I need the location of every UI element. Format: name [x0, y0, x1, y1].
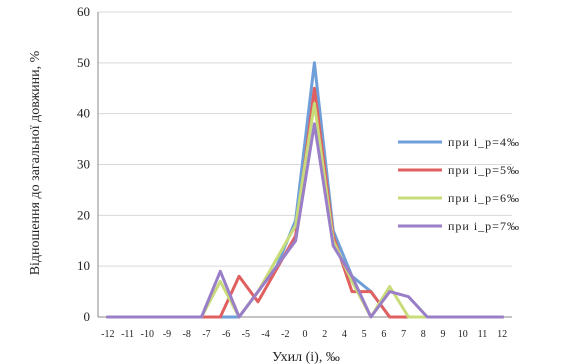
- y-tick-label: 10: [77, 258, 90, 273]
- legend-item-1: при і_р=4‰: [398, 135, 520, 149]
- x-tick-label: 11: [478, 329, 488, 340]
- legend-item-3: при і_р=6‰: [398, 191, 520, 205]
- x-tick-label: 9: [441, 329, 446, 340]
- x-tick-label: 0: [303, 329, 308, 340]
- x-tick-label: 10: [458, 329, 468, 340]
- tick-labels: 0 10 20 30 40 50 60 -12 -11 -10 -9 -8 -7 -6 -5 -4 -2 0 2 4 5…: [77, 4, 507, 340]
- x-tick-label: 12: [497, 329, 507, 340]
- x-tick-label: -2: [281, 329, 289, 340]
- legend-label: при і_р=5‰: [448, 163, 520, 177]
- x-tick-label: -11: [121, 329, 134, 340]
- series-line-4: [105, 122, 505, 319]
- legend-label: при і_р=4‰: [448, 135, 520, 149]
- y-tick-label: 20: [77, 207, 90, 222]
- x-tick-label: -10: [141, 329, 154, 340]
- x-tick-label: 7: [401, 329, 406, 340]
- x-tick-label: -6: [222, 329, 230, 340]
- legend-label: при і_р=7‰: [448, 219, 520, 233]
- y-tick-label: 40: [77, 106, 90, 121]
- x-tick-label: 5: [362, 329, 367, 340]
- x-tick-label: -12: [101, 329, 114, 340]
- series-lines: [105, 61, 505, 319]
- y-tick-label: 0: [84, 309, 91, 324]
- legend-label: при і_р=6‰: [448, 191, 520, 205]
- x-tick-label: -5: [242, 329, 250, 340]
- x-axis-title: Ухил (i), ‰: [272, 350, 340, 364]
- x-tick-label: 4: [342, 329, 347, 340]
- y-tick-label: 50: [77, 55, 90, 70]
- series-line-2: [105, 86, 505, 319]
- x-tick-label: -4: [261, 329, 269, 340]
- x-tick-label: 8: [421, 329, 426, 340]
- x-tick-label: -9: [163, 329, 171, 340]
- legend-item-2: при і_р=5‰: [398, 163, 520, 177]
- x-tick-label: -7: [202, 329, 210, 340]
- y-axis-title: Відношення до загальної довжини, %: [28, 50, 43, 275]
- x-tick-label: 2: [322, 329, 327, 340]
- x-tick-label: -8: [183, 329, 191, 340]
- legend: при і_р=4‰ при і_р=5‰ при і_р=6‰ при і_р=7‰: [398, 135, 520, 233]
- y-tick-label: 30: [77, 157, 90, 172]
- legend-item-4: при і_р=7‰: [398, 219, 520, 233]
- y-tick-label: 60: [77, 4, 90, 19]
- x-tick-label: 6: [381, 329, 386, 340]
